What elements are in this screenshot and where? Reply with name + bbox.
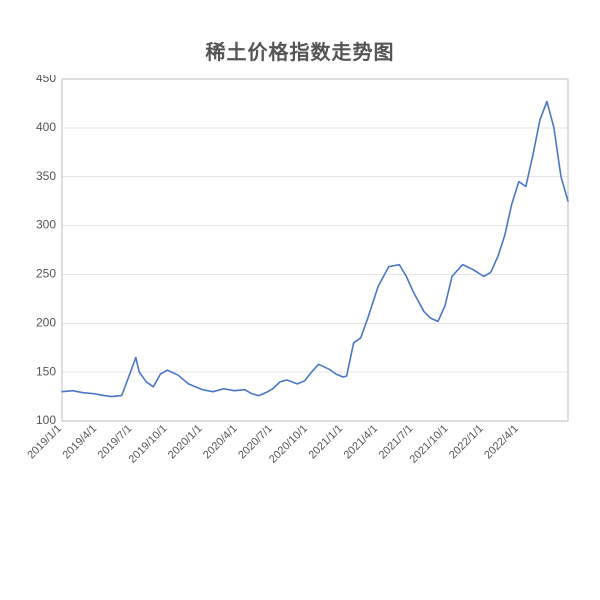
y-tick-label: 400 (36, 120, 56, 134)
y-tick-label: 150 (36, 364, 56, 378)
x-tick-label: 2019/1/1 (25, 423, 64, 462)
x-tick-label: 2021/4/1 (342, 423, 381, 462)
x-tick-label: 2021/1/1 (306, 423, 345, 462)
chart-title: 稀土价格指数走势图 (20, 36, 580, 65)
y-tick-label: 250 (36, 267, 56, 281)
x-tick-label: 2022/1/1 (447, 423, 486, 462)
y-tick-label: 300 (36, 218, 56, 232)
chart-card: 稀土价格指数走势图 1001502002503003504004502019/1… (20, 20, 580, 500)
x-tick-label: 2021/10/1 (408, 423, 451, 466)
x-tick-label: 2020/1/1 (166, 423, 205, 462)
y-tick-label: 450 (36, 75, 56, 85)
x-tick-label: 2019/4/1 (60, 423, 99, 462)
y-tick-label: 350 (36, 169, 56, 183)
line-chart: 1001502002503003504004502019/1/12019/4/1… (20, 75, 580, 495)
x-tick-label: 2022/4/1 (482, 423, 521, 462)
x-tick-label: 2020/10/1 (267, 423, 310, 466)
x-tick-label: 2020/4/1 (201, 423, 240, 462)
x-tick-label: 2019/10/1 (126, 423, 169, 466)
y-tick-label: 200 (36, 315, 56, 329)
